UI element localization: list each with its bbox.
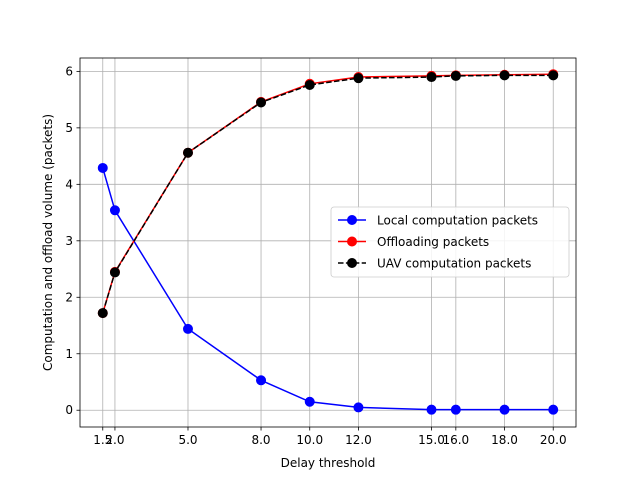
- legend-marker: [347, 258, 357, 268]
- data-point: [97, 162, 108, 173]
- data-point: [182, 147, 193, 158]
- data-point: [499, 70, 510, 81]
- data-point: [548, 404, 559, 415]
- series-0: [97, 162, 559, 415]
- x-tick-label: 12.0: [345, 433, 372, 447]
- data-point: [450, 404, 461, 415]
- data-point: [450, 70, 461, 81]
- x-axis-label: Delay threshold: [281, 456, 376, 470]
- data-point: [304, 396, 315, 407]
- y-tick-label: 5: [65, 121, 73, 135]
- legend-marker: [347, 215, 357, 225]
- plot-frame: [79, 57, 577, 428]
- data-point: [182, 323, 193, 334]
- series-1: [97, 69, 559, 319]
- data-point: [109, 267, 120, 278]
- x-tick-label: 15.0: [418, 433, 445, 447]
- y-tick-label: 3: [65, 234, 73, 248]
- data-point: [256, 375, 267, 386]
- data-point: [304, 79, 315, 90]
- legend-box: [330, 206, 570, 278]
- series-layer: [97, 69, 559, 415]
- data-point: [97, 308, 108, 319]
- x-tick-label: 16.0: [442, 433, 469, 447]
- x-tick-label: 18.0: [491, 433, 518, 447]
- legend-entry-label: Local computation packets: [377, 214, 538, 228]
- data-point: [353, 73, 364, 84]
- y-axis-label: Computation and offload volume (packets): [41, 114, 55, 371]
- y-tick-label: 4: [65, 177, 73, 191]
- x-tick-label: 8.0: [251, 433, 270, 447]
- data-point: [109, 205, 120, 216]
- data-point: [548, 70, 559, 81]
- y-tick-label: 2: [65, 290, 73, 304]
- legend-marker: [347, 236, 357, 247]
- series-line: [102, 167, 554, 411]
- x-tick-label: 10.0: [296, 433, 323, 447]
- data-point: [426, 404, 437, 415]
- y-tick-label: 0: [65, 403, 73, 417]
- legend-entry-label: Offloading packets: [377, 235, 489, 249]
- series-2: [97, 70, 559, 319]
- data-point: [353, 402, 364, 413]
- data-point: [256, 97, 267, 108]
- data-point: [426, 72, 437, 83]
- x-tick-label: 2.0: [105, 433, 124, 447]
- series-line: [102, 74, 554, 314]
- axis-ticks: 1.52.0 5.0 8.0 10.0 12.0 15.016.0 18.0 20.0 0 1 2 3…: [65, 64, 566, 447]
- data-point: [499, 404, 510, 415]
- legend: Local computation packets Offloading pack…: [330, 206, 570, 278]
- y-tick-label: 6: [65, 64, 73, 78]
- x-tick-label: 1.5: [93, 433, 112, 447]
- y-tick-label: 1: [65, 347, 73, 361]
- x-tick-label: 20.0: [540, 433, 567, 447]
- x-tick-label: 5.0: [178, 433, 197, 447]
- legend-entry-label: UAV computation packets: [377, 257, 531, 271]
